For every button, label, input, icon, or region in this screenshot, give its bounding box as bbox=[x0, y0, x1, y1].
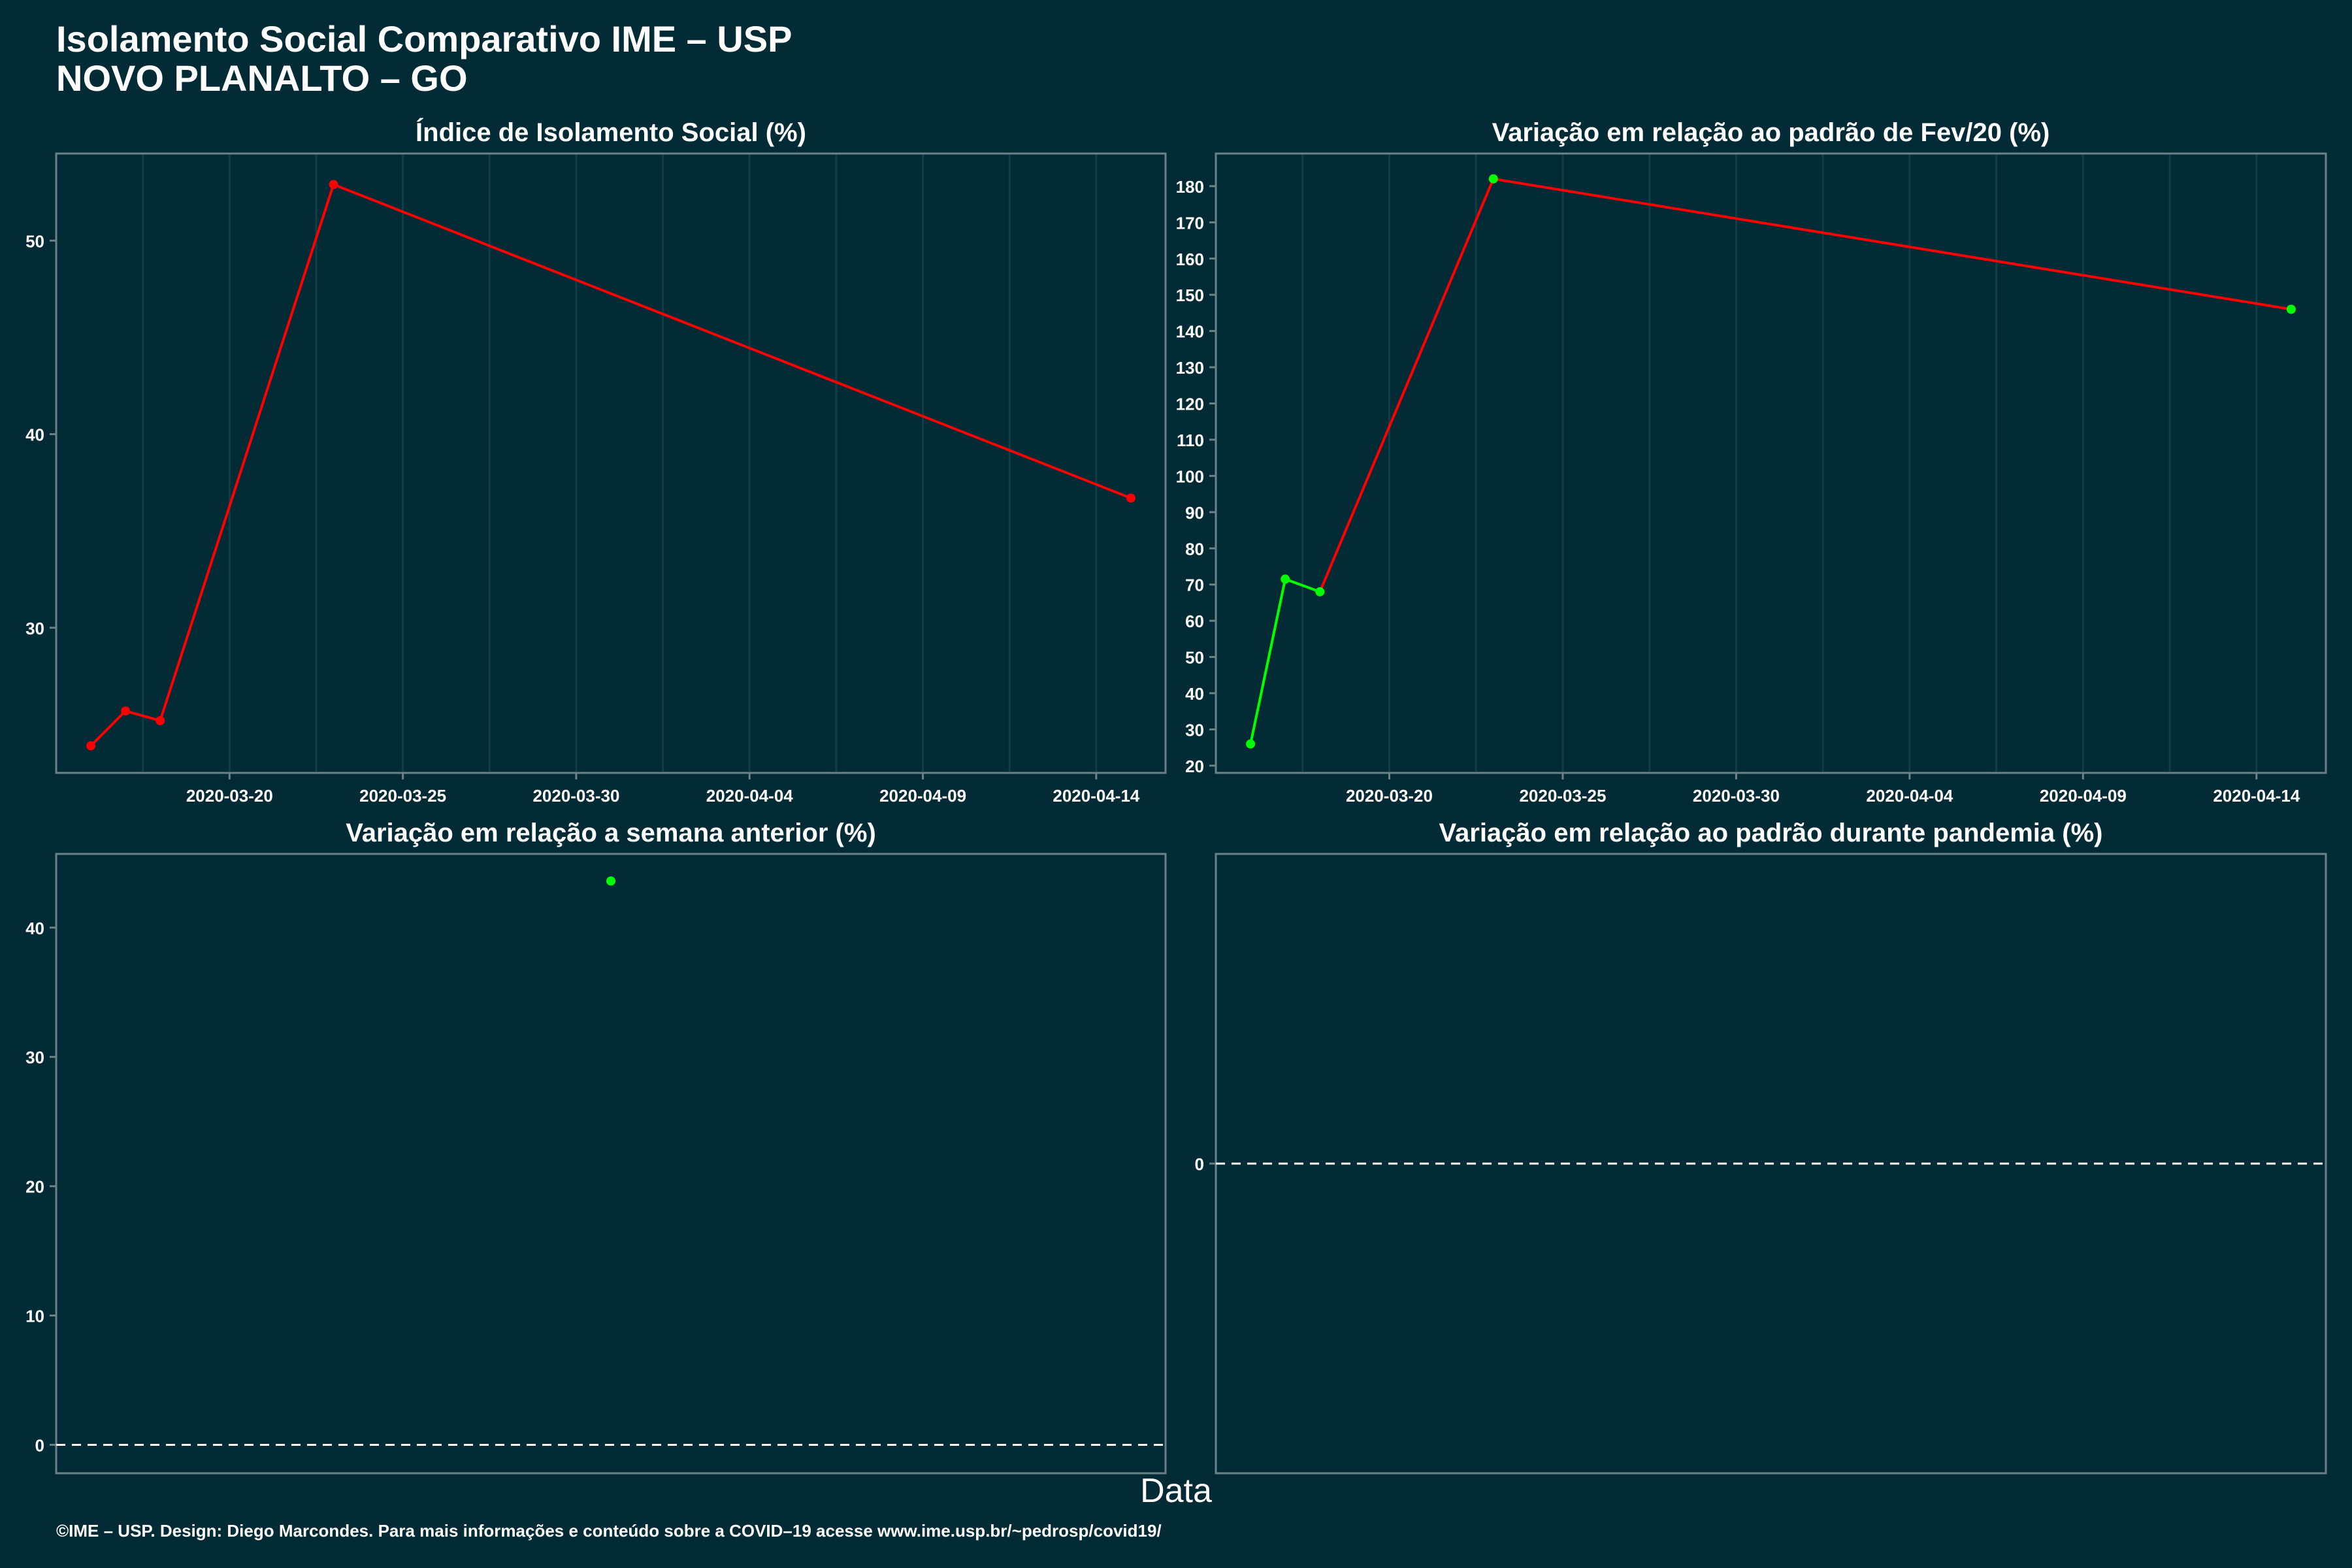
panel-title-p3: Variação em relação a semana anterior (%… bbox=[346, 819, 876, 847]
y-tick-label: 40 bbox=[1185, 684, 1204, 704]
main-subtitle: NOVO PLANALTO – GO bbox=[56, 57, 468, 99]
panel-frame-p2 bbox=[1215, 152, 2327, 774]
main-title: Isolamento Social Comparativo IME – USP bbox=[56, 18, 792, 59]
x-tick-label: 2020-03-30 bbox=[532, 786, 619, 806]
y-tick-label: 170 bbox=[1176, 213, 1204, 233]
x-tick-label: 2020-03-20 bbox=[186, 786, 273, 806]
y-tick-label: 30 bbox=[1185, 720, 1204, 740]
data-point bbox=[1126, 493, 1135, 503]
x-tick-label: 2020-04-04 bbox=[1866, 786, 1953, 806]
y-tick-label: 30 bbox=[25, 1048, 44, 1068]
y-tick-label: 60 bbox=[1185, 612, 1204, 631]
y-tick-label: 130 bbox=[1176, 358, 1204, 378]
x-tick-label: 2020-03-30 bbox=[1693, 786, 1780, 806]
series-line-segment bbox=[1284, 578, 1320, 593]
x-tick-label: 2020-04-09 bbox=[2040, 786, 2127, 806]
y-tick-label: 100 bbox=[1176, 466, 1204, 486]
panel-title-p4: Variação em relação ao padrão durante pa… bbox=[1439, 819, 2103, 847]
x-tick-label: 2020-04-04 bbox=[706, 786, 794, 806]
data-point bbox=[606, 876, 615, 886]
y-tick-label: 80 bbox=[1185, 539, 1204, 559]
y-tick-label: 20 bbox=[1185, 757, 1204, 776]
y-tick-label: 30 bbox=[25, 619, 44, 638]
series-line-segment bbox=[1493, 177, 2292, 311]
data-point bbox=[155, 716, 165, 726]
x-tick-label: 2020-03-20 bbox=[1346, 786, 1433, 806]
footer-credit: ©IME – USP. Design: Diego Marcondes. Par… bbox=[56, 1521, 1162, 1541]
x-tick-label: 2020-03-25 bbox=[359, 786, 446, 806]
series-line-segment bbox=[1249, 578, 1287, 745]
data-point bbox=[2286, 304, 2296, 314]
x-tick-label: 2020-04-14 bbox=[1053, 786, 1140, 806]
y-tick-label: 110 bbox=[1177, 431, 1204, 450]
data-point bbox=[86, 741, 96, 751]
panel-title-p2: Variação em relação ao padrão de Fev/20 … bbox=[1492, 118, 2050, 147]
y-tick-label: 0 bbox=[35, 1435, 44, 1455]
data-point bbox=[1488, 174, 1498, 184]
series-line-segment bbox=[90, 710, 127, 747]
x-tick-label: 2020-04-14 bbox=[2213, 786, 2300, 806]
series-line-segment bbox=[125, 710, 161, 722]
data-point bbox=[329, 180, 338, 189]
data-point bbox=[1315, 587, 1325, 596]
y-tick-label: 70 bbox=[1185, 576, 1204, 595]
y-tick-label: 90 bbox=[1185, 503, 1204, 523]
y-tick-label: 50 bbox=[25, 231, 44, 251]
x-tick-label: 2020-04-09 bbox=[879, 786, 966, 806]
y-tick-label: 0 bbox=[1195, 1154, 1204, 1174]
y-tick-label: 40 bbox=[25, 919, 44, 938]
y-tick-label: 120 bbox=[1176, 395, 1204, 414]
panel-frame-p3 bbox=[55, 853, 1167, 1475]
series-line-segment bbox=[159, 184, 335, 721]
y-tick-label: 20 bbox=[25, 1177, 44, 1197]
y-tick-label: 160 bbox=[1176, 250, 1204, 269]
y-tick-label: 150 bbox=[1176, 286, 1204, 305]
x-tick-label: 2020-03-25 bbox=[1519, 786, 1606, 806]
data-point bbox=[1281, 574, 1290, 584]
panel-frame-p1 bbox=[55, 152, 1167, 774]
y-tick-label: 40 bbox=[25, 425, 44, 445]
series-line-segment bbox=[1318, 178, 1495, 593]
y-tick-label: 10 bbox=[25, 1307, 44, 1326]
panel-title-p1: Índice de Isolamento Social (%) bbox=[416, 118, 806, 147]
data-point bbox=[121, 706, 131, 716]
y-tick-label: 140 bbox=[1176, 322, 1204, 342]
x-axis-label: Data bbox=[1140, 1472, 1212, 1510]
data-point bbox=[1246, 739, 1256, 749]
y-tick-label: 180 bbox=[1176, 177, 1204, 197]
y-tick-label: 50 bbox=[1185, 648, 1204, 668]
series-line-segment bbox=[333, 183, 1132, 500]
